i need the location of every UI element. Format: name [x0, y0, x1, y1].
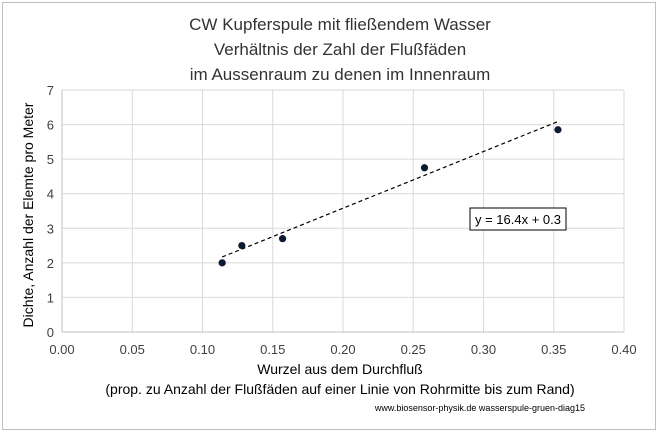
y-tick-label: 6 — [47, 118, 54, 133]
trendline-equation: y = 16.4x + 0.3 — [475, 212, 561, 227]
chart-title-line-3: im Aussenraum zu denen im Innenraum — [190, 65, 491, 84]
data-point — [218, 259, 226, 267]
x-axis-subtitle: (prop. zu Anzahl der Flußfäden auf einer… — [105, 381, 574, 397]
data-point — [238, 241, 246, 250]
x-tick-label: 0.25 — [401, 342, 426, 357]
y-tick-label: 7 — [47, 83, 54, 98]
x-tick-label: 0.10 — [190, 342, 215, 357]
data-point — [420, 164, 429, 172]
gridlines — [62, 89, 625, 332]
x-tick-label: 0.40 — [611, 342, 636, 357]
trendline — [221, 120, 559, 258]
equation-box-border — [469, 207, 567, 231]
y-tick-label: 4 — [47, 187, 54, 202]
x-axis-tick-labels: 0.00 0.05 0.10 0.15 0.20 0.25 0.30 0.35 0.40 — [49, 342, 636, 357]
chart-title: CW Kupferspule mit fließendem Wasser Ver… — [189, 15, 491, 84]
source-credit: www.biosensor-physik.de wasserspule-grue… — [374, 403, 585, 413]
trendline-line — [221, 120, 559, 258]
chart-title-line-1: CW Kupferspule mit fließendem Wasser — [189, 15, 491, 34]
data-point — [278, 235, 287, 243]
x-tick-label: 0.05 — [120, 342, 145, 357]
y-tick-label: 2 — [47, 256, 54, 271]
y-tick-label: 3 — [47, 221, 54, 236]
y-axis-tick-labels: 0 1 2 3 4 5 6 7 — [47, 83, 54, 340]
axes — [61, 90, 624, 333]
x-tick-label: 0.35 — [541, 342, 566, 357]
x-tick-label: 0.00 — [49, 342, 74, 357]
data-point — [554, 126, 562, 134]
data-points — [218, 126, 562, 267]
x-tick-label: 0.30 — [471, 342, 496, 357]
y-tick-label: 1 — [47, 290, 54, 305]
equation-box: y = 16.4x + 0.3 — [469, 207, 567, 231]
y-tick-label: 0 — [47, 325, 54, 340]
x-tick-label: 0.20 — [330, 342, 355, 357]
y-tick-label: 5 — [47, 152, 54, 167]
chart-title-line-2: Verhältnis der Zahl der Flußfäden — [214, 40, 466, 59]
y-axis-title: Dichte, Anzahl der Elemte pro Meter — [20, 102, 36, 327]
x-tick-label: 0.15 — [260, 342, 285, 357]
x-axis-title: Wurzel aus dem Durchfluß — [257, 361, 422, 377]
